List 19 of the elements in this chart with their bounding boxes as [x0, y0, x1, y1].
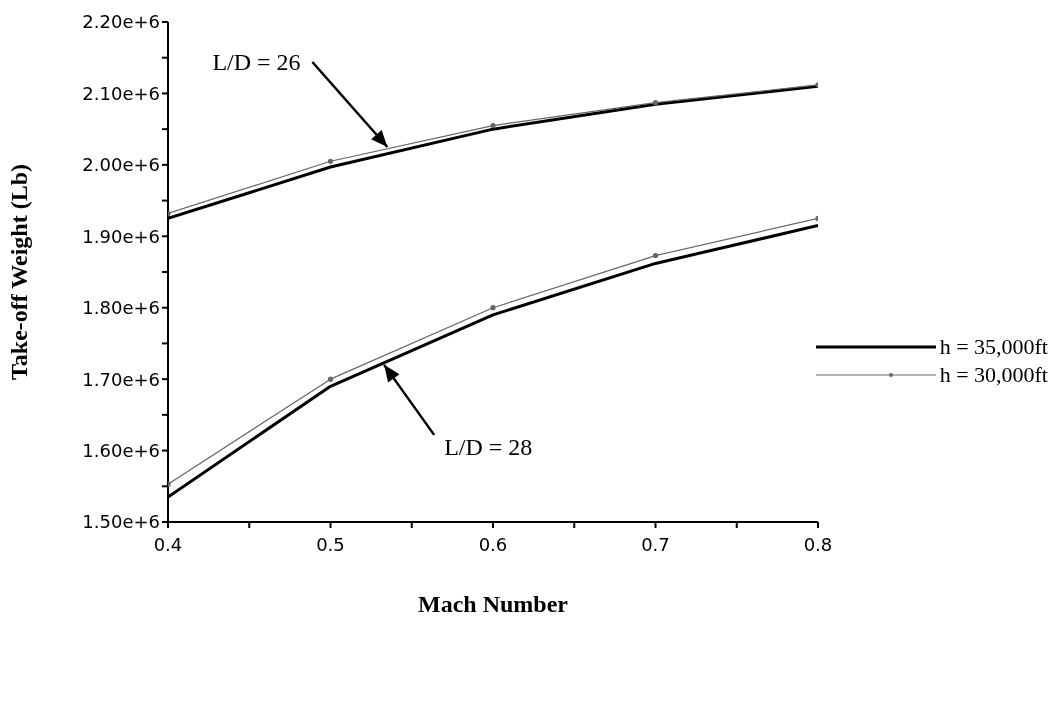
text: h = 30,000ft — [939, 362, 1048, 388]
x-tick-label: 0.5 — [316, 533, 345, 555]
y-tick-label: 1.60e+6 — [82, 439, 160, 461]
annotation: L/D = 26 — [212, 49, 301, 75]
x-axis-title: Mach Number — [418, 591, 569, 617]
x-tick-label: 0.6 — [478, 533, 508, 555]
y-tick-label: 1.90e+6 — [82, 225, 160, 247]
annotation: L/D = 28 — [444, 433, 533, 460]
x-tick-label: 0.8 — [803, 533, 833, 555]
x-tick-label: 0.7 — [641, 533, 670, 555]
text: h = 35,000ft — [939, 334, 1048, 360]
y-tick-label: 1.70e+6 — [82, 368, 160, 390]
y-tick-label: 1.80e+6 — [82, 297, 160, 319]
y-axis-title: Take-off Weight (Lb) — [5, 163, 32, 381]
y-tick-label: 2.00e+6 — [82, 154, 160, 176]
y-tick-label: 2.10e+6 — [82, 82, 160, 104]
y-tick-label: 2.20e+6 — [82, 11, 160, 33]
y-tick-label: 1.50e+6 — [82, 511, 160, 533]
x-tick-label: 0.4 — [153, 533, 183, 555]
